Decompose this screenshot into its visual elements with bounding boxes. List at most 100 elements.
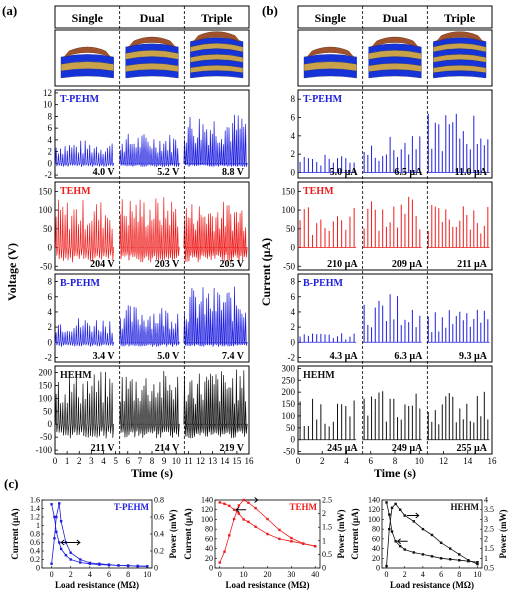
peak-value-label: 4.3 µA [330, 351, 359, 362]
peak-value-label: 211 V [91, 443, 116, 454]
power-point [98, 562, 101, 565]
subplot-t-pehm: -2 02 4 6 810 12 T-PEHM 4.0 V 5.2 V 8.8 V [43, 88, 250, 180]
device-layer [60, 68, 114, 79]
x-tick-label: 6 [369, 456, 374, 466]
x-tick-label: 16 [488, 456, 498, 466]
load-chart-t-pehm: 00.20.40.60.811.21.41.600.20.40.60.80 2 4 6… [10, 496, 178, 591]
y-tick-label: 0 [291, 243, 296, 253]
subplot-hehm: -100 -50 0 50 100 150 200 HEHM 211 V 214 V 219 V [36, 365, 250, 455]
subplot-tag: B-PEHM [60, 278, 101, 289]
power-point [388, 527, 391, 531]
column-header: Dual [383, 11, 408, 25]
power-point [458, 553, 461, 556]
y2-tick-label: 0.5 [484, 564, 494, 573]
x-tick-label: 4 [344, 456, 349, 466]
peak-value-label: 6.3 µA [394, 351, 423, 362]
x-tick-label: 20 [264, 570, 272, 579]
subplot-tag: B-PEHM [303, 278, 344, 289]
y-tick-label: 50 [286, 224, 296, 234]
device-layer [303, 54, 357, 65]
y-tick-label: 80 [372, 525, 380, 534]
subplot-frame [54, 89, 250, 179]
y-tick-label: -2 [45, 352, 53, 362]
y-axis-label: Current (µA) [183, 508, 193, 559]
x-tick-label: 0 [50, 570, 54, 579]
x-axis-label: Load resistance (MΩ) [390, 580, 474, 590]
y-tick-label: 300 [282, 363, 296, 373]
y-tick-label: 4 [291, 131, 296, 141]
device-top-electrode [435, 31, 484, 43]
power-point [394, 502, 397, 506]
voltage-trace [55, 318, 115, 347]
y-tick-label: 0.2 [30, 555, 40, 564]
current-point [58, 541, 61, 544]
y-tick-label: -50 [283, 447, 295, 457]
y-tick-label: -2 [288, 352, 296, 362]
y-tick-label: 2 [291, 149, 296, 159]
y-tick-label: 1.6 [30, 496, 40, 505]
device-illustration-2 [125, 36, 179, 79]
power-point [398, 508, 402, 511]
peak-value-label: 3.4 V [93, 351, 116, 362]
power-point [242, 498, 245, 502]
y-tick-label: 4 [48, 135, 53, 145]
current-point [59, 547, 63, 551]
y2-tick-label: 1.5 [322, 523, 332, 532]
illustration-frame [54, 29, 250, 87]
subplot-tag: TEHM [60, 186, 91, 197]
device-top-electrode [192, 31, 241, 43]
subplot-t-pehm: 0 2 4 6 8 T-PEHM 5.0 µA 6.5 µA 11.0 µA [291, 89, 493, 179]
y-axis-label: Current (µA) [259, 238, 273, 306]
power-point [314, 545, 317, 548]
peak-value-label: 5.0 V [157, 351, 180, 362]
x-tick-label: 14 [220, 456, 230, 466]
panel-a: (a) Single Dual Triple-2024681012T-PEHM4.0… [2, 3, 254, 480]
subplot-b-pehm: -2 0 2 4 6 8 B-PEHM 3.4 V 5.0 V 7.4 V [45, 273, 250, 363]
x-tick-label: 11 [184, 456, 193, 466]
power-point [237, 504, 241, 507]
y-tick-label: 200 [39, 367, 53, 377]
y-tick-label: 20 [372, 554, 380, 563]
subplot-tag: T-PEHM [60, 94, 100, 105]
subplot-frame [297, 181, 493, 271]
current-point [55, 530, 58, 534]
current-point [290, 540, 293, 543]
current-point [232, 508, 236, 511]
x-tick-label: 8 [457, 570, 461, 579]
peak-value-label: 8.8 V [222, 167, 245, 178]
y-tick-label: 1.4 [30, 504, 40, 513]
voltage-trace [119, 133, 180, 167]
device-illustration-3 [190, 31, 244, 79]
y-tick-label: 50 [43, 406, 53, 416]
subplot-hehm: -50 0 50 100 150 200 250 300 HEHM 245 µA 249 µA 255… [282, 363, 493, 457]
device-layer [125, 43, 179, 54]
power-point [476, 562, 479, 566]
voltage-trace [183, 369, 248, 439]
y-tick-label: 50 [43, 224, 53, 234]
peak-value-label: 205 V [219, 259, 244, 270]
current-point [403, 548, 406, 551]
x-tick-label: 1 [65, 456, 70, 466]
peak-value-label: 214 V [155, 443, 180, 454]
y-tick-label: 60 [205, 534, 213, 543]
device-layer [368, 43, 422, 54]
power-point [107, 563, 111, 566]
power-point [232, 517, 236, 521]
y2-tick-label: 0.2 [154, 547, 164, 556]
x-tick-label: 2 [320, 456, 325, 466]
power-point [430, 533, 434, 537]
x-tick-label: 10 [473, 570, 481, 579]
y-tick-label: -50 [40, 432, 52, 442]
power-point [136, 565, 139, 568]
power-point [421, 527, 425, 531]
power-point [467, 559, 470, 562]
peak-value-label: 9.3 µA [459, 351, 488, 362]
y-tick-label: 0 [291, 435, 296, 445]
y-tick-label: 1 [36, 521, 40, 530]
peak-value-label: 209 µA [392, 259, 423, 270]
x-tick-label: 13 [208, 456, 218, 466]
y-tick-label: 0 [291, 168, 296, 178]
x-tick-label: 2 [69, 570, 73, 579]
x-tick-label: 30 [287, 570, 295, 579]
